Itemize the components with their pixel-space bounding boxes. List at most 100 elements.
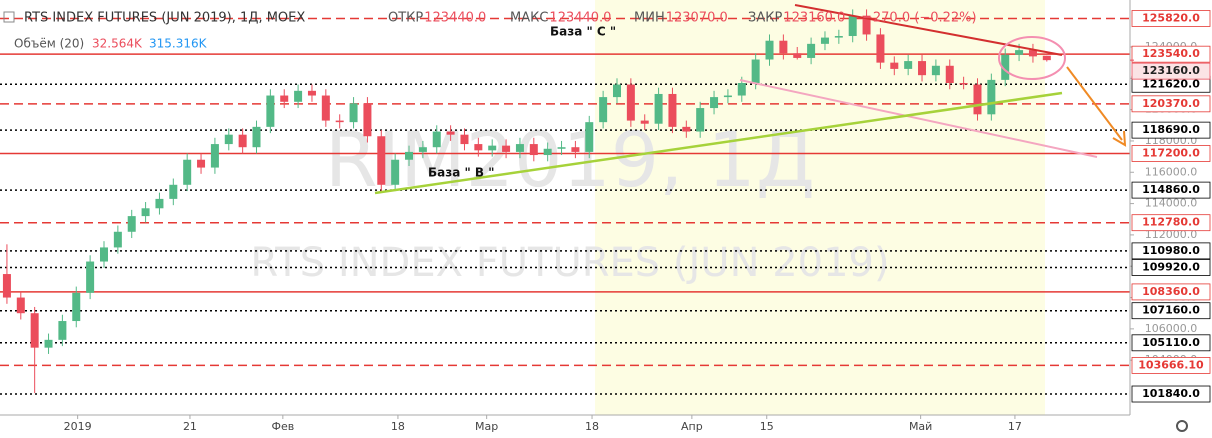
candle-body bbox=[238, 134, 247, 148]
candle-body bbox=[183, 159, 192, 185]
candle-body bbox=[807, 43, 816, 58]
arrow bbox=[1066, 66, 1123, 141]
level-label: 117200.0 bbox=[1142, 146, 1200, 159]
x-tick-label: 15 bbox=[760, 420, 774, 433]
ohlc-value: 123440.0 bbox=[549, 11, 611, 26]
candle-body bbox=[751, 59, 760, 83]
change: −270.0 (−0.22%) bbox=[862, 11, 977, 26]
ohlc-label: МАКС bbox=[510, 11, 548, 26]
candle-body bbox=[1001, 54, 1010, 80]
candle-body bbox=[460, 134, 469, 145]
candle-body bbox=[945, 65, 954, 83]
candle-body bbox=[696, 108, 705, 132]
candle-body bbox=[474, 144, 483, 151]
level-label-box bbox=[1131, 259, 1211, 276]
ohlc-value: 123440.0 bbox=[424, 11, 486, 26]
level-label-box bbox=[1131, 334, 1211, 352]
candle-body bbox=[848, 15, 857, 37]
candle-body bbox=[224, 134, 233, 145]
candle-body bbox=[765, 40, 774, 60]
candle-body bbox=[834, 36, 843, 38]
candle-body bbox=[585, 122, 594, 152]
level-label: 125820.0 bbox=[1142, 11, 1200, 24]
candle-body bbox=[1042, 55, 1051, 61]
gear[interactable] bbox=[1176, 420, 1188, 432]
level-label: 114860.0 bbox=[1142, 183, 1200, 196]
volume-value: 32.564K bbox=[92, 37, 143, 51]
candle-body bbox=[86, 261, 95, 293]
candle-body bbox=[252, 126, 261, 148]
candle-body bbox=[890, 62, 899, 69]
drawings bbox=[374, 4, 1127, 195]
candle-body bbox=[113, 231, 122, 248]
channel-line bbox=[739, 79, 1098, 158]
candle-body bbox=[377, 136, 386, 185]
ohlc-label: МИН bbox=[634, 11, 665, 26]
candle-body bbox=[571, 147, 580, 152]
level-label-box bbox=[1131, 283, 1211, 301]
candle-body bbox=[294, 90, 303, 102]
level-label: 118690.0 bbox=[1142, 123, 1200, 136]
candle-body bbox=[44, 339, 53, 348]
candle-body bbox=[349, 103, 358, 123]
candle-body bbox=[682, 126, 691, 132]
candle-body bbox=[502, 145, 511, 152]
ohlc-legend: ОТКР 123440.0 МАКС 123440.0 МИН 123070.0 ЗАКР 1… bbox=[388, 11, 845, 26]
candle-body bbox=[723, 95, 732, 98]
candle-body bbox=[446, 131, 455, 135]
candle-body bbox=[99, 247, 108, 262]
price-axis: 104000.0106000.0108000.0110000.0112000.0… bbox=[1130, 10, 1211, 403]
ohlc-label: ЗАКР bbox=[748, 11, 782, 26]
candle-body bbox=[557, 147, 566, 149]
collapse-icon[interactable] bbox=[3, 11, 15, 23]
candle-body bbox=[363, 103, 372, 137]
candles bbox=[2, 9, 1051, 394]
candle-body bbox=[418, 147, 427, 152]
candle-body bbox=[820, 37, 829, 44]
x-tick-label: 2019 bbox=[64, 420, 92, 433]
candle-body bbox=[654, 93, 663, 124]
level-label: 101840.0 bbox=[1142, 387, 1200, 400]
level-label-box bbox=[1131, 181, 1211, 199]
chart-title: RTS INDEX FUTURES (JUN 2019), 1Д, MOEX bbox=[24, 11, 305, 26]
candle-body bbox=[876, 34, 885, 63]
candle-body bbox=[612, 84, 621, 98]
volume-ma: 315.316K bbox=[149, 37, 208, 51]
level-label-box bbox=[1131, 385, 1211, 403]
level-label: 107160.0 bbox=[1142, 304, 1200, 317]
annotation: База " С " bbox=[550, 25, 616, 39]
level-label-box bbox=[1131, 145, 1211, 162]
candle-body bbox=[793, 53, 802, 58]
candle-body bbox=[737, 83, 746, 96]
x-tick-label: 18 bbox=[585, 420, 599, 433]
x-tick-label: Мар bbox=[475, 420, 498, 433]
level-label-box bbox=[1131, 10, 1211, 27]
candle-body bbox=[16, 297, 25, 314]
level-label: 108360.0 bbox=[1142, 285, 1200, 298]
level-label: 110980.0 bbox=[1142, 244, 1200, 257]
time-axis: 2019 21 Фев 18 Мар 18 Апр 15 Май 17 bbox=[64, 415, 1022, 433]
support-line bbox=[374, 91, 1063, 195]
candle-body bbox=[72, 292, 81, 322]
resistance-line bbox=[794, 4, 1063, 56]
candle-body bbox=[280, 95, 289, 102]
levels bbox=[0, 17, 1130, 395]
last-price-box bbox=[1131, 62, 1211, 80]
volume-label: Объём (20) bbox=[14, 37, 84, 51]
x-tick-label: 17 bbox=[1008, 420, 1022, 433]
candle-body bbox=[127, 216, 136, 232]
candle-body bbox=[169, 184, 178, 199]
candle-body bbox=[1015, 50, 1024, 55]
y-tick-label: 112000.0 bbox=[1145, 228, 1198, 241]
annotation: База " В " bbox=[428, 166, 495, 180]
candle-body bbox=[931, 65, 940, 76]
x-tick-label: 18 bbox=[391, 420, 405, 433]
settings-icon[interactable] bbox=[1176, 420, 1188, 432]
level-label-box bbox=[1131, 357, 1211, 374]
x-tick-label: Май bbox=[909, 420, 932, 433]
ohlc-value: 123160.0 bbox=[783, 11, 845, 26]
candle-body bbox=[640, 120, 649, 124]
candle-body bbox=[1028, 50, 1037, 57]
candle-body bbox=[973, 84, 982, 115]
